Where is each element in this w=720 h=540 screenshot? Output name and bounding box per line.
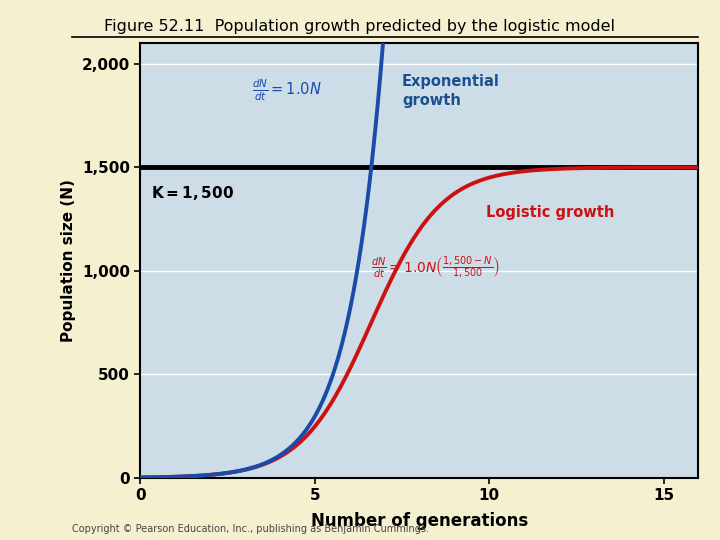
Text: $\frac{dN}{dt}$$\mathit{= 1.0N}$: $\frac{dN}{dt}$$\mathit{= 1.0N}$	[252, 78, 322, 104]
Text: Figure 52.11  Population growth predicted by the logistic model: Figure 52.11 Population growth predicted…	[104, 19, 616, 34]
Text: Copyright © Pearson Education, Inc., publishing as Benjamin Cummings.: Copyright © Pearson Education, Inc., pub…	[72, 523, 429, 534]
Text: Exponential
growth: Exponential growth	[402, 74, 500, 107]
X-axis label: Number of generations: Number of generations	[311, 512, 528, 530]
Y-axis label: Population size (N): Population size (N)	[61, 179, 76, 342]
Text: Logistic growth: Logistic growth	[486, 205, 614, 220]
Text: $\frac{dN}{dt}$$\mathit{= 1.0N}$$\left(\frac{\mathit{1,500 - N}}{\mathit{1,500}}: $\frac{dN}{dt}$$\mathit{= 1.0N}$$\left(\…	[371, 254, 500, 280]
Text: $\mathbf{K = 1,500}$: $\mathbf{K = 1,500}$	[151, 184, 234, 202]
